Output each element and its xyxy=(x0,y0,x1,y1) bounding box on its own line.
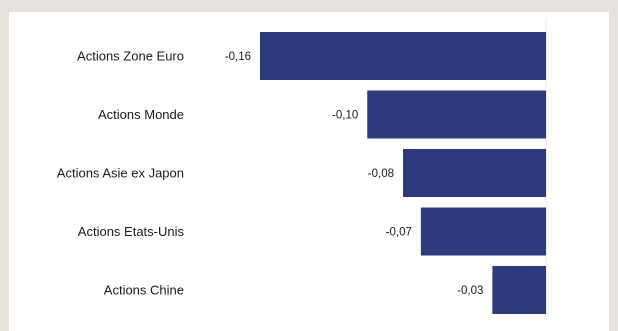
value-label-1: -0,10 xyxy=(332,110,358,122)
value-label-3: -0,07 xyxy=(386,227,412,239)
value-label-2: -0,08 xyxy=(368,168,394,180)
value-label-0: -0,16 xyxy=(225,51,251,63)
bar-1 xyxy=(367,90,546,139)
category-label-4: Actions Chine xyxy=(104,283,184,298)
category-label-0: Actions Zone Euro xyxy=(77,49,184,64)
bar-3 xyxy=(420,207,546,256)
bars-group: Actions Zone Euro -0,16 Actions Monde -0,10… xyxy=(57,32,546,314)
category-label-3: Actions Etats-Unis xyxy=(78,224,185,239)
bar-2 xyxy=(403,149,546,197)
value-label-4: -0,03 xyxy=(457,285,483,297)
bar-0 xyxy=(260,32,546,80)
bar-4 xyxy=(492,266,546,314)
category-label-1: Actions Monde xyxy=(98,107,184,122)
category-label-2: Actions Asie ex Japon xyxy=(57,166,184,181)
